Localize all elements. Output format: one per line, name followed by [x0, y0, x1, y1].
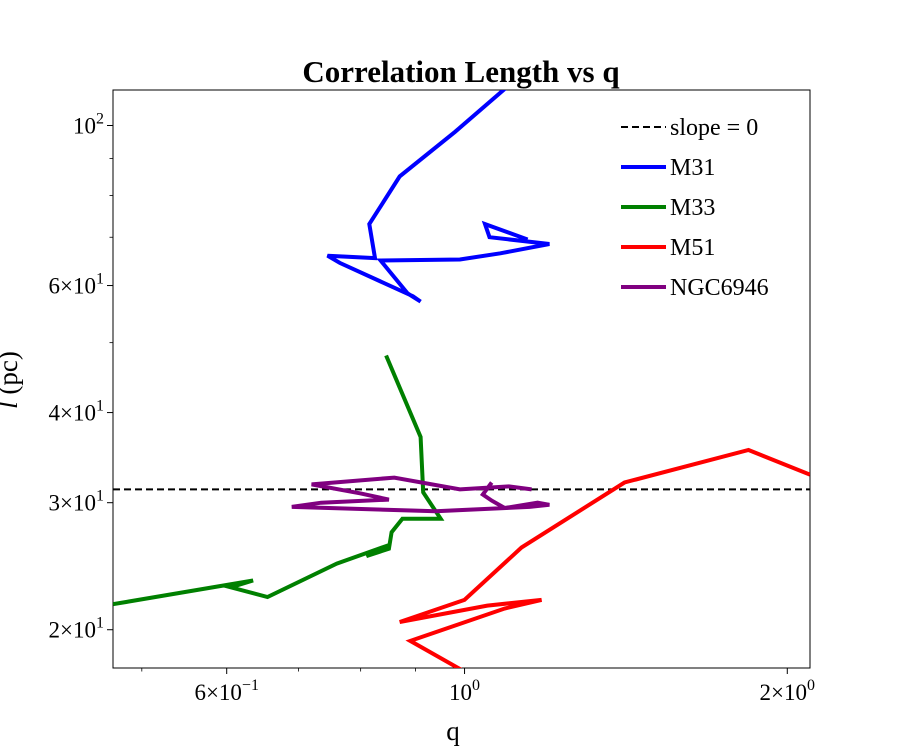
- y-tick-label: 3×101: [49, 488, 104, 516]
- y-axis-label-symbol: l: [0, 401, 23, 409]
- y-tick-label: 2×101: [49, 615, 104, 643]
- y-tick-label: 6×101: [49, 271, 104, 299]
- legend-label-ngc6946: NGC6946: [670, 275, 769, 301]
- legend: slope = 0 M31 M33 M51 NGC6946: [621, 115, 769, 301]
- series-line-m51: [399, 447, 810, 668]
- plot-area: 6×10−1 100 2×100 2×101 3×101 4×101 6×101 102: [49, 89, 816, 705]
- legend-label-m51: M51: [670, 235, 715, 261]
- y-tick-label: 102: [73, 111, 104, 139]
- legend-label-slope-0: slope = 0: [670, 115, 758, 141]
- series-layer: [113, 90, 810, 668]
- y-tick-label: 4×101: [49, 398, 104, 426]
- legend-label-m33: M33: [670, 195, 715, 221]
- y-axis-label-unit: (pc): [0, 351, 23, 394]
- x-tick-label: 6×10−1: [194, 677, 259, 705]
- axis-ticks: 6×10−1 100 2×100 2×101 3×101 4×101 6×101 102: [49, 111, 816, 705]
- series-line-m31: [326, 90, 550, 304]
- series-line-m33: [113, 354, 445, 607]
- x-axis-label: q: [446, 716, 460, 746]
- series-line-ngc6946: [291, 475, 550, 514]
- chart-title: Correlation Length vs q: [302, 54, 619, 89]
- x-tick-label: 100: [449, 677, 480, 705]
- y-axis-label: l (pc): [0, 351, 23, 409]
- x-tick-label: 2×100: [760, 677, 815, 705]
- legend-label-m31: M31: [670, 155, 715, 181]
